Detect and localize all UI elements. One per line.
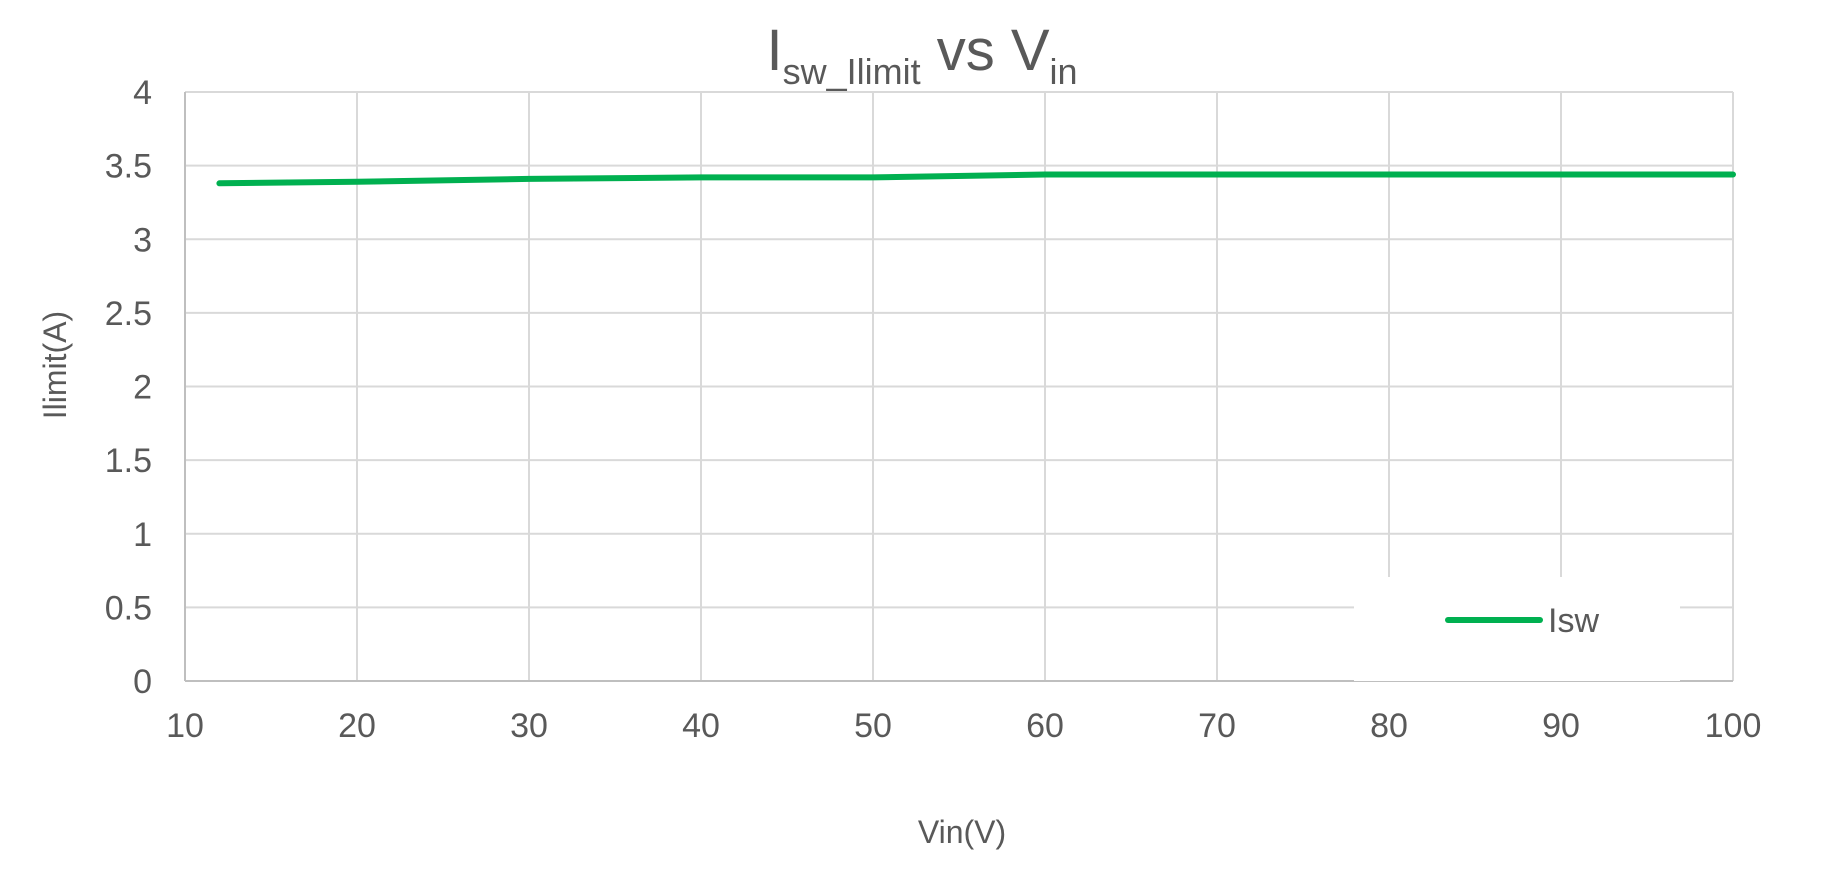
chart-title-sub-2: in — [1050, 51, 1078, 92]
y-tick-label: 0.5 — [105, 589, 152, 627]
x-axis-title: Vin(V) — [918, 814, 1006, 850]
y-tick-label: 2 — [133, 369, 152, 407]
y-tick-labels: 0 0.5 1 1.5 2 2.5 3 3.5 4 — [105, 74, 152, 701]
x-tick-labels: 10 20 30 40 50 60 70 80 90 100 — [166, 707, 1761, 745]
y-tick-label: 3.5 — [105, 148, 152, 186]
legend-label: Isw — [1548, 602, 1599, 640]
chart-title-sub-1: sw_Ilimit — [783, 51, 921, 92]
x-tick-label: 30 — [510, 707, 548, 745]
legend: Isw — [1354, 577, 1680, 681]
chart-title-main-2: vs V — [921, 18, 1050, 83]
y-tick-label: 4 — [133, 74, 152, 112]
x-tick-label: 70 — [1198, 707, 1236, 745]
y-tick-label: 1.5 — [105, 442, 152, 480]
x-tick-label: 20 — [338, 707, 376, 745]
x-tick-label: 80 — [1370, 707, 1408, 745]
series-layer — [216, 171, 1736, 187]
chart-title-main-1: I — [766, 18, 782, 83]
grid — [185, 91, 1734, 681]
x-tick-label: 90 — [1542, 707, 1580, 745]
x-tick-label: 100 — [1705, 707, 1762, 745]
x-tick-label: 40 — [682, 707, 720, 745]
legend-background — [1354, 577, 1680, 681]
series-line-0 — [216, 171, 1736, 187]
x-tick-label: 60 — [1026, 707, 1064, 745]
y-axis-title: Ilimit(A) — [37, 311, 73, 419]
y-tick-label: 0 — [133, 663, 152, 701]
x-tick-label: 50 — [854, 707, 892, 745]
x-tick-label: 10 — [166, 707, 204, 745]
y-tick-label: 3 — [133, 221, 152, 259]
y-tick-label: 2.5 — [105, 295, 152, 333]
y-tick-label: 1 — [133, 516, 152, 554]
chart-title: Isw_Ilimit vs Vin — [766, 18, 1077, 92]
